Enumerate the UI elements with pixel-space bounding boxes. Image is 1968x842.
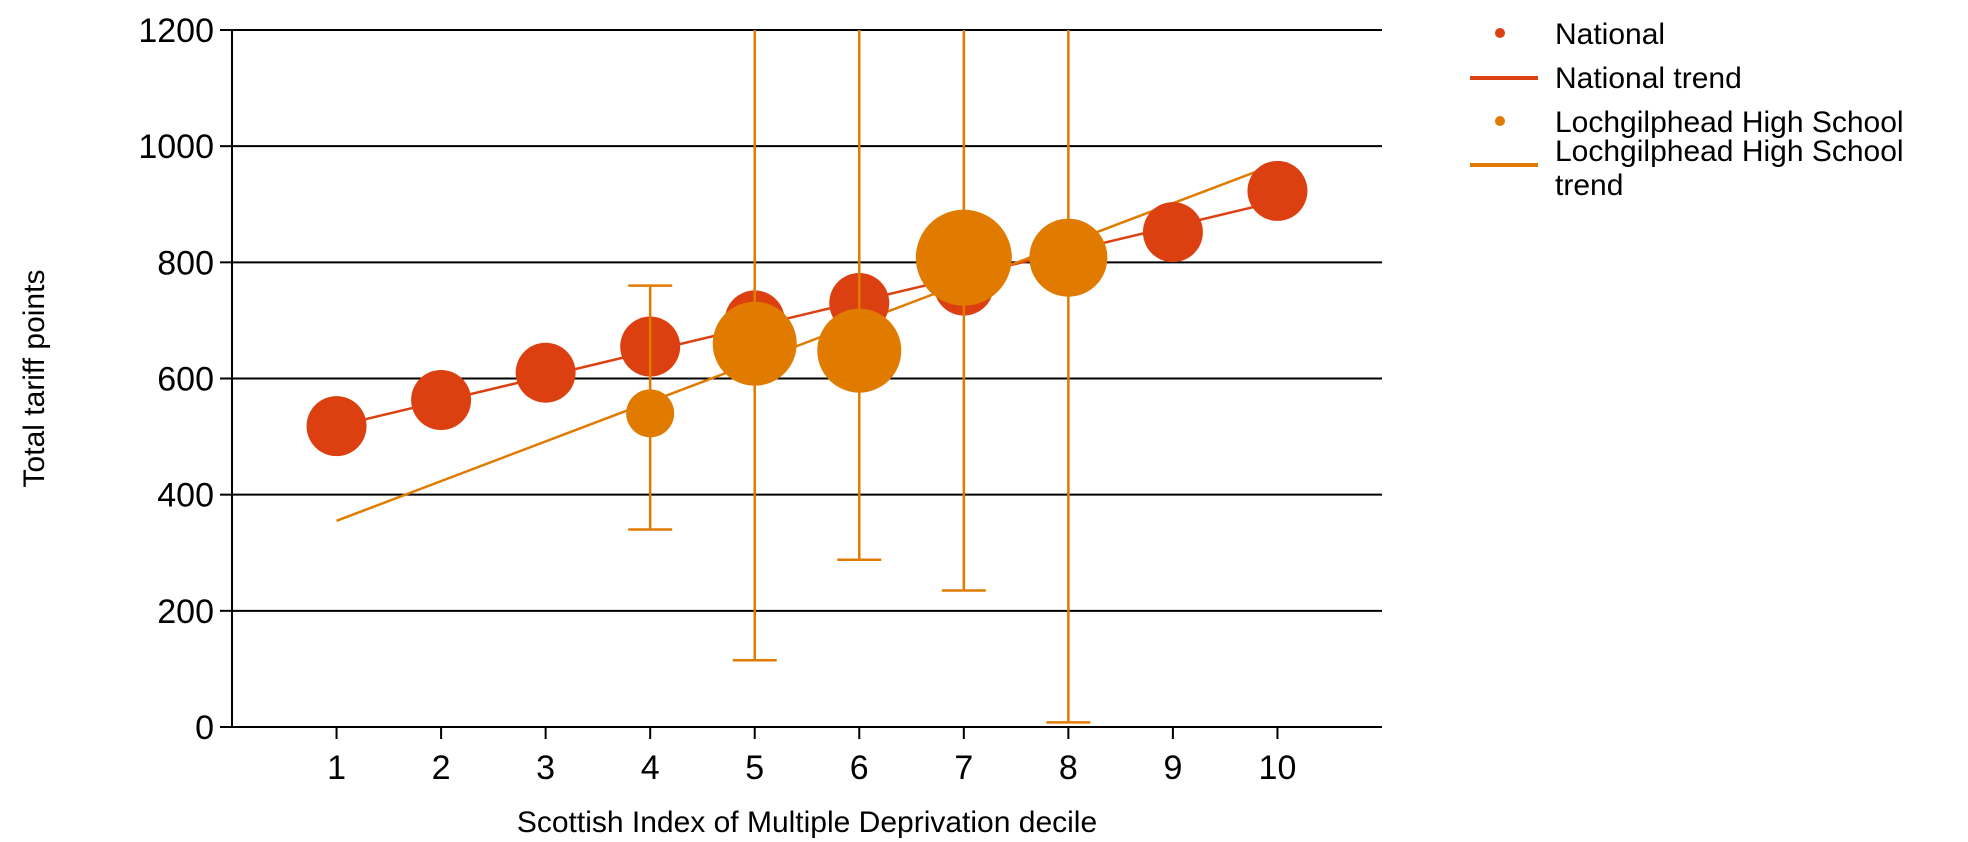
x-tick-label: 4 bbox=[641, 749, 660, 787]
x-tick-label: 2 bbox=[432, 749, 451, 787]
data-bubble bbox=[411, 369, 472, 430]
legend-label: Lochgilphead High School bbox=[1555, 135, 1904, 168]
y-tick-label: 0 bbox=[195, 709, 214, 747]
x-tick-label: 9 bbox=[1163, 749, 1182, 787]
x-tick-label: 6 bbox=[850, 749, 869, 787]
data-bubble bbox=[306, 396, 367, 457]
x-tick-label: 7 bbox=[954, 749, 973, 787]
x-tick-label: 5 bbox=[745, 749, 764, 787]
trend-lines bbox=[336, 162, 1278, 522]
y-tick-label: 200 bbox=[157, 593, 214, 631]
x-tick-label: 8 bbox=[1059, 749, 1078, 787]
x-axis-title: Scottish Index of Multiple Deprivation d… bbox=[517, 806, 1097, 839]
data-bubble bbox=[515, 342, 576, 403]
y-tick-label: 1000 bbox=[138, 128, 214, 166]
y-tick-label: 400 bbox=[157, 477, 214, 515]
y-tick-label: 800 bbox=[157, 244, 214, 282]
data-bubbles bbox=[306, 160, 1308, 457]
legend-label: trend bbox=[1555, 169, 1623, 202]
y-axis-title: Total tariff points bbox=[18, 270, 51, 488]
grid-lines bbox=[232, 29, 1382, 612]
x-tick-label: 3 bbox=[536, 749, 555, 787]
trend-line bbox=[336, 200, 1278, 428]
x-tick-label: 1 bbox=[327, 749, 346, 787]
legend-label: National bbox=[1555, 18, 1665, 51]
trend-line bbox=[336, 162, 1278, 522]
error-bars bbox=[628, 30, 1091, 724]
legend-marker-dot bbox=[1495, 116, 1505, 126]
legend: National National trend Lochgilphead High … bbox=[1470, 18, 1904, 202]
tick-labels: 0 200 400 600 800 1000 1200 1 2 3 4 5 6 7 8 9 10 bbox=[138, 12, 1296, 787]
y-tick-label: 600 bbox=[157, 361, 214, 399]
axes bbox=[220, 29, 1382, 739]
legend-marker-dot bbox=[1495, 28, 1505, 38]
legend-label: Lochgilphead High School bbox=[1555, 106, 1904, 139]
y-tick-label: 1200 bbox=[138, 12, 214, 50]
x-tick-label: 10 bbox=[1259, 749, 1297, 787]
data-bubble bbox=[1247, 160, 1308, 221]
legend-label: National trend bbox=[1555, 62, 1742, 95]
data-bubble bbox=[1142, 202, 1203, 263]
